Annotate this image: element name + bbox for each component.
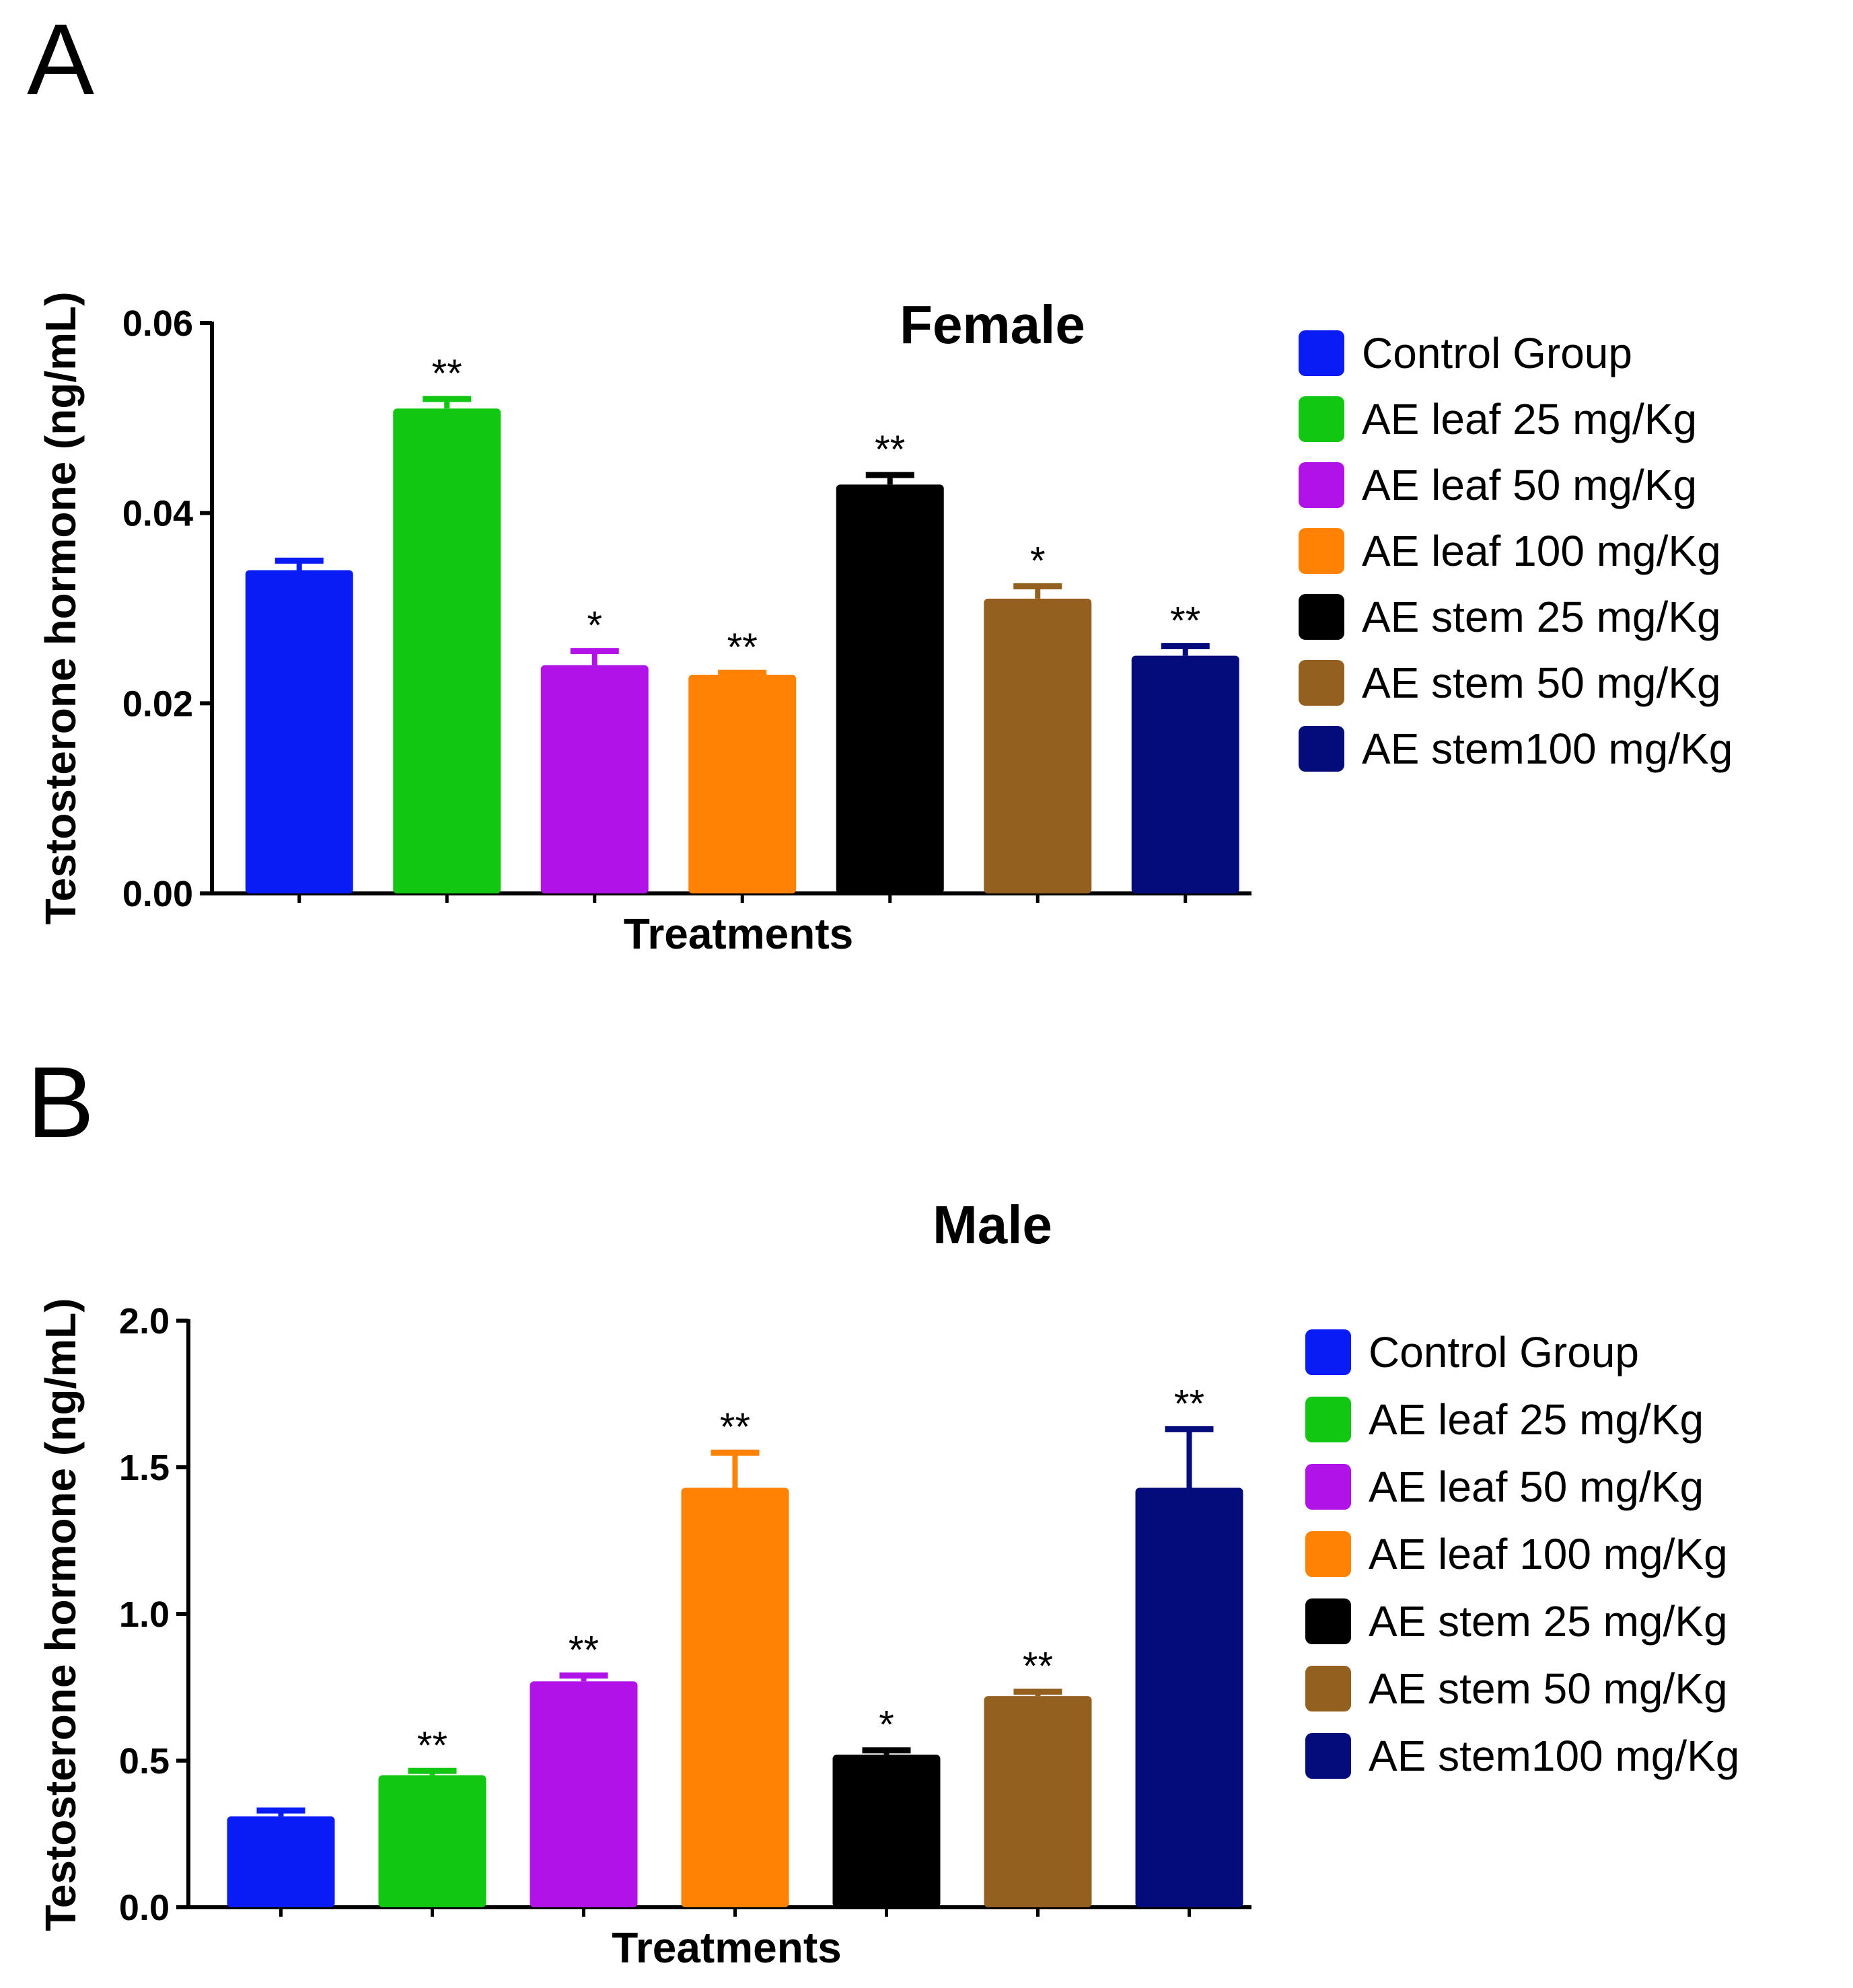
y-tick-label: 0.06 bbox=[122, 303, 193, 344]
bar bbox=[984, 598, 1092, 893]
y-tick-label: 0.02 bbox=[122, 684, 193, 724]
y-tick-label: 0.5 bbox=[119, 1741, 170, 1781]
significance-label: ** bbox=[720, 1405, 750, 1449]
bar bbox=[688, 674, 797, 893]
legend-label: AE stem 50 mg/Kg bbox=[1369, 1664, 1728, 1713]
bar bbox=[227, 1816, 335, 1907]
legend-swatch bbox=[1305, 1397, 1351, 1442]
significance-label: * bbox=[587, 604, 602, 648]
bar bbox=[1131, 655, 1239, 893]
legend-swatch bbox=[1305, 1329, 1351, 1375]
legend-label: AE stem 25 mg/Kg bbox=[1369, 1597, 1728, 1646]
y-tick-label: 0.00 bbox=[122, 874, 193, 914]
significance-label: * bbox=[879, 1703, 894, 1747]
significance-label: * bbox=[1030, 539, 1046, 583]
significance-label: ** bbox=[432, 352, 462, 396]
legend-label: AE leaf 100 mg/Kg bbox=[1369, 1530, 1728, 1578]
legend-swatch bbox=[1299, 594, 1344, 640]
legend-swatch bbox=[1305, 1464, 1351, 1510]
significance-label: ** bbox=[1023, 1645, 1053, 1689]
legend-swatch bbox=[1305, 1733, 1351, 1779]
legend-swatch bbox=[1305, 1598, 1351, 1644]
legend-swatch bbox=[1299, 396, 1344, 442]
legend-swatch bbox=[1299, 462, 1344, 508]
bar bbox=[530, 1681, 638, 1907]
significance-label: ** bbox=[1170, 599, 1200, 643]
legend-swatch bbox=[1299, 528, 1344, 574]
y-tick-label: 1.5 bbox=[119, 1448, 170, 1488]
legend-label: AE leaf 25 mg/Kg bbox=[1362, 395, 1697, 443]
y-tick-label: 0.04 bbox=[122, 494, 193, 534]
legend-label: AE stem 50 mg/Kg bbox=[1362, 659, 1721, 707]
x-axis-label: Treatments bbox=[624, 910, 853, 958]
bar bbox=[378, 1775, 486, 1907]
bar bbox=[245, 570, 353, 893]
significance-label: ** bbox=[1174, 1382, 1204, 1426]
legend-label: AE stem100 mg/Kg bbox=[1362, 725, 1733, 773]
bar bbox=[393, 408, 501, 893]
bar bbox=[836, 484, 944, 893]
chart-title: Male bbox=[933, 1195, 1052, 1255]
x-axis-label: Treatments bbox=[612, 1923, 841, 1972]
y-tick-label: 0.0 bbox=[119, 1888, 170, 1928]
y-tick-label: 2.0 bbox=[119, 1301, 170, 1341]
legend-label: AE leaf 100 mg/Kg bbox=[1362, 527, 1721, 575]
chart-panel-b: B Male Testosterone hormone (ng/mL) Treatme… bbox=[27, 1045, 1739, 1972]
y-tick-label: 1.0 bbox=[119, 1594, 170, 1635]
panel-label: B bbox=[27, 1045, 94, 1158]
significance-label: ** bbox=[875, 428, 905, 472]
legend-label: AE stem 25 mg/Kg bbox=[1362, 593, 1721, 641]
chart-panel-a: A Female Testosterone hormone (ng/mL) Treat… bbox=[27, 3, 1733, 958]
bar bbox=[984, 1696, 1092, 1907]
bar bbox=[681, 1487, 789, 1907]
bar bbox=[1135, 1487, 1243, 1907]
chart-title: Female bbox=[900, 295, 1085, 355]
legend-label: AE leaf 25 mg/Kg bbox=[1369, 1395, 1704, 1444]
legend-label: Control Group bbox=[1369, 1328, 1639, 1376]
significance-label: ** bbox=[417, 1724, 447, 1767]
legend-label: AE leaf 50 mg/Kg bbox=[1369, 1463, 1704, 1511]
y-axis-label: Testosterone hormone (ng/mL) bbox=[36, 291, 85, 924]
legend-swatch bbox=[1299, 660, 1344, 706]
legend-swatch bbox=[1299, 330, 1344, 376]
significance-label: ** bbox=[569, 1629, 599, 1672]
legend-swatch bbox=[1299, 726, 1344, 772]
legend-label: AE stem100 mg/Kg bbox=[1369, 1732, 1739, 1780]
significance-label: ** bbox=[727, 626, 758, 669]
bar bbox=[540, 665, 649, 893]
legend-swatch bbox=[1305, 1531, 1351, 1577]
legend-swatch bbox=[1305, 1666, 1351, 1711]
bar bbox=[832, 1755, 941, 1907]
legend-label: Control Group bbox=[1362, 329, 1632, 377]
legend-label: AE leaf 50 mg/Kg bbox=[1362, 461, 1697, 509]
y-axis-label: Testosterone hormone (ng/mL) bbox=[36, 1298, 85, 1931]
panel-label: A bbox=[27, 3, 94, 116]
